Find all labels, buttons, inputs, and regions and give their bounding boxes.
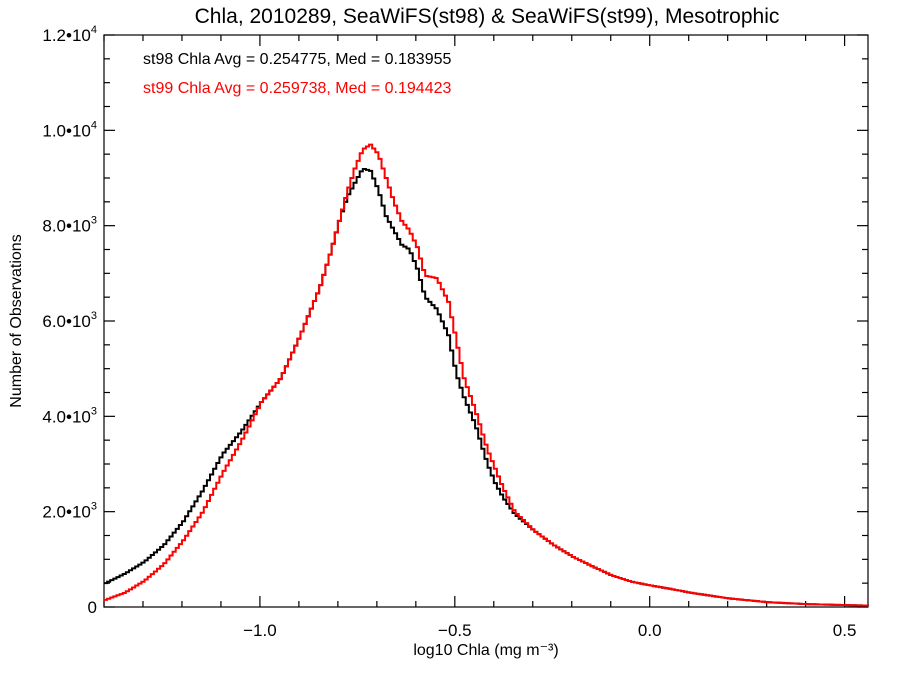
x-axis-label: log10 Chla (mg m⁻³)	[413, 642, 558, 659]
series-layer	[104, 143, 869, 607]
plot-frame	[103, 34, 869, 608]
st99-stats-annotation: st99 Chla Avg = 0.259738, Med = 0.194423	[143, 80, 451, 97]
y-tick-labels: 0 2.0•103 4.0•103 6.0•103 8.0•103 1.0•104 1.2•…	[42, 24, 97, 617]
y-tick-label: 8.0•103	[42, 215, 97, 236]
y-tick-label: 1.2•104	[42, 24, 97, 45]
y-tick-label: 0	[88, 598, 97, 617]
y-axis-label: Number of Observations	[8, 234, 25, 407]
y-tick-label: 4.0•103	[42, 405, 97, 426]
axis-ticks	[103, 34, 868, 608]
st98-stats-annotation: st98 Chla Avg = 0.254775, Med = 0.183955	[143, 51, 451, 68]
x-tick-label: 0.0	[638, 621, 662, 640]
x-tick-label: −0.5	[438, 621, 472, 640]
chart-title: Chla, 2010289, SeaWiFS(st98) & SeaWiFS(s…	[195, 5, 780, 28]
x-tick-label: 0.5	[833, 621, 857, 640]
y-tick-label: 2.0•103	[42, 501, 97, 522]
st98-histogram-line	[104, 167, 869, 607]
st99-histogram-line	[104, 143, 869, 607]
y-tick-label: 1.0•104	[42, 119, 97, 140]
y-tick-label: 6.0•103	[42, 310, 97, 331]
x-tick-label: −1.0	[243, 621, 277, 640]
x-tick-labels: −1.0 −0.5 0.0 0.5	[243, 621, 856, 640]
